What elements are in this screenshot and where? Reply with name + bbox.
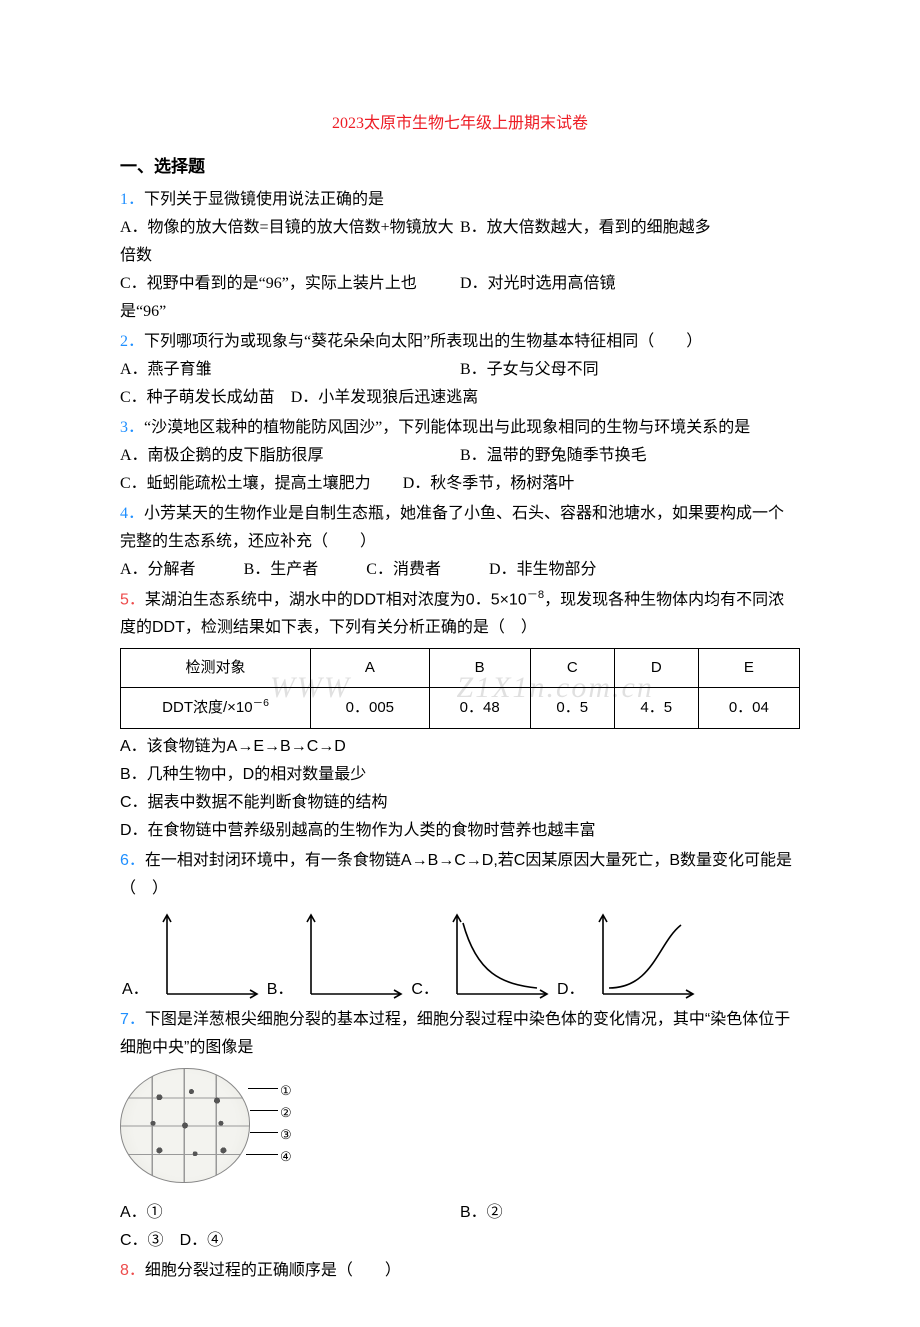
- q6-graph-0: A．: [120, 909, 265, 1004]
- q7-num: 7．: [120, 1011, 145, 1028]
- q5-val-e: 0．04: [698, 688, 799, 728]
- q4-opt-a: A．分解者: [120, 561, 196, 578]
- q6-graph-label-2: C．: [411, 976, 439, 1004]
- q6-num: 6．: [120, 852, 145, 869]
- q2-num: 2．: [120, 333, 144, 350]
- question-1: 1．下列关于显微镜使用说法正确的是 A．物像的放大倍数=目镜的放大倍数+物镜放大…: [120, 186, 800, 326]
- q5-th-d: D: [614, 649, 698, 688]
- q5-th-e: E: [698, 649, 799, 688]
- q4-opt-c: C．消费者: [366, 561, 441, 578]
- q4-stem: 小芳某天的生物作业是自制生态瓶，她准备了小鱼、石头、容器和池塘水，如果要构成一个…: [120, 505, 784, 550]
- q7-opt-d: D．④: [180, 1232, 224, 1249]
- q6-graph-3: D．: [555, 909, 701, 1004]
- q5-th-a: A: [311, 649, 429, 688]
- q8-num: 8．: [120, 1262, 145, 1279]
- q2-opt-a: A．燕子育雏: [120, 356, 460, 384]
- q5-stem-sup: －8: [527, 589, 544, 601]
- q4-opt-b: B．生产者: [244, 561, 319, 578]
- q6-graph-label-1: B．: [267, 976, 294, 1004]
- q5-val-b: 0．48: [429, 688, 530, 728]
- q2-stem: 下列哪项行为或现象与“葵花朵朵向太阳”所表现出的生物基本特征相同（ ）: [144, 333, 702, 350]
- q7-stem: 下图是洋葱根尖细胞分裂的基本过程，细胞分裂过程中染色体的变化情况，其中“染色体位…: [120, 1011, 790, 1056]
- question-7: 7．下图是洋葱根尖细胞分裂的基本过程，细胞分裂过程中染色体的变化情况，其中“染色…: [120, 1006, 800, 1255]
- question-2: 2．下列哪项行为或现象与“葵花朵朵向太阳”所表现出的生物基本特征相同（ ） A．…: [120, 328, 800, 412]
- q1-stem: 下列关于显微镜使用说法正确的是: [144, 191, 384, 208]
- q6-stem: 在一相对封闭环境中，有一条食物链A→B→C→D,若C因某原因大量死亡，B数量变化…: [120, 852, 792, 897]
- q6-graph-svg-2: [445, 909, 555, 1004]
- question-8: 8．细胞分裂过程的正确顺序是（ ）: [120, 1257, 800, 1285]
- q3-opt-c: C．蚯蚓能疏松土壤，提高土壤肥力: [120, 475, 371, 492]
- q5-th-label: 检测对象: [121, 649, 311, 688]
- q6-graph-2: C．: [409, 909, 555, 1004]
- page-title: 2023太原市生物七年级上册期末试卷: [120, 110, 800, 138]
- leader-1: [248, 1088, 278, 1089]
- q6-graph-svg-3: [591, 909, 701, 1004]
- q1-opt-d: D．对光时选用高倍镜: [460, 270, 800, 326]
- leader-4: [246, 1154, 278, 1155]
- leader-label-3: ③: [280, 1124, 292, 1147]
- question-3: 3．“沙漠地区栽种的植物能防风固沙”，下列能体现出与此现象相同的生物与环境关系的…: [120, 414, 800, 498]
- q5-row-label: DDT浓度/×10－6: [121, 688, 311, 728]
- q2-opt-b: B．子女与父母不同: [460, 356, 800, 384]
- q5-row-label-sup: －6: [253, 697, 269, 709]
- q2-opt-c: C．种子萌发长成幼苗: [120, 389, 275, 406]
- q3-opt-b: B．温带的野兔随季节换毛: [460, 442, 800, 470]
- q6-graph-label-3: D．: [557, 976, 585, 1004]
- leader-label-4: ④: [280, 1146, 292, 1169]
- q6-graph-1: B．: [265, 909, 410, 1004]
- q7-opt-a: A．①: [120, 1199, 460, 1227]
- q7-opt-b: B．②: [460, 1199, 800, 1227]
- q5-val-a: 0．005: [311, 688, 429, 728]
- question-5: 5．某湖泊生态系统中，湖水中的DDT相对浓度为0．5×10－8，现发现各种生物体…: [120, 586, 800, 845]
- q4-num: 4．: [120, 505, 144, 522]
- q5-table: 检测对象 A B C D E DDT浓度/×10－6 0．005 0．48 0．…: [120, 648, 800, 729]
- q5-opt-d: D．在食物链中营养级别越高的生物作为人类的食物时营养也越丰富: [120, 817, 800, 845]
- q6-graphs: A． B． C． D．: [120, 909, 800, 1004]
- q7-opt-c: C．③: [120, 1232, 164, 1249]
- q5-th-c: C: [530, 649, 614, 688]
- q1-opt-c: C．视野中看到的是“96”，实际上装片上也是“96”: [120, 270, 460, 326]
- leader-label-1: ①: [280, 1080, 292, 1103]
- q3-opt-a: A．南极企鹅的皮下脂肪很厚: [120, 442, 460, 470]
- section-header: 一、选择题: [120, 152, 800, 182]
- q5-th-b: B: [429, 649, 530, 688]
- q5-row-label-pre: DDT浓度/×10: [162, 699, 252, 716]
- q5-stem-pre: 某湖泊生态系统中，湖水中的DDT相对浓度为0．5×10: [145, 591, 527, 608]
- leader-label-2: ②: [280, 1102, 292, 1125]
- leader-2: [250, 1110, 278, 1111]
- q5-val-c: 0．5: [530, 688, 614, 728]
- q5-val-d: 4．5: [614, 688, 698, 728]
- q6-graph-label-0: A．: [122, 976, 149, 1004]
- q6-graph-svg-0: [155, 909, 265, 1004]
- q5-opt-a: A．该食物链为A→E→B→C→D: [120, 733, 800, 761]
- question-6: 6．在一相对封闭环境中，有一条食物链A→B→C→D,若C因某原因大量死亡，B数量…: [120, 847, 800, 1004]
- q5-opt-c: C．据表中数据不能判断食物链的结构: [120, 789, 800, 817]
- q4-opt-d: D．非生物部分: [489, 561, 597, 578]
- q3-num: 3．: [120, 419, 144, 436]
- leader-3: [250, 1132, 278, 1133]
- q5-opt-b: B．几种生物中，D的相对数量最少: [120, 761, 800, 789]
- q6-graph-svg-1: [299, 909, 409, 1004]
- q8-stem: 细胞分裂过程的正确顺序是（ ）: [145, 1262, 401, 1279]
- q7-cell-image: [120, 1068, 250, 1183]
- q5-num: 5．: [120, 591, 145, 608]
- q3-stem: “沙漠地区栽种的植物能防风固沙”，下列能体现出与此现象相同的生物与环境关系的是: [144, 419, 750, 436]
- q1-num: 1．: [120, 191, 144, 208]
- q3-opt-d: D．秋冬季节，杨树落叶: [403, 475, 575, 492]
- q2-opt-d: D．小羊发现狼后迅速逃离: [291, 389, 479, 406]
- question-4: 4．小芳某天的生物作业是自制生态瓶，她准备了小鱼、石头、容器和池塘水，如果要构成…: [120, 500, 800, 584]
- q7-image-wrap: ① ② ③ ④: [120, 1068, 250, 1183]
- q1-opt-a: A．物像的放大倍数=目镜的放大倍数+物镜放大倍数: [120, 214, 460, 270]
- q1-opt-b: B．放大倍数越大，看到的细胞越多: [460, 214, 800, 270]
